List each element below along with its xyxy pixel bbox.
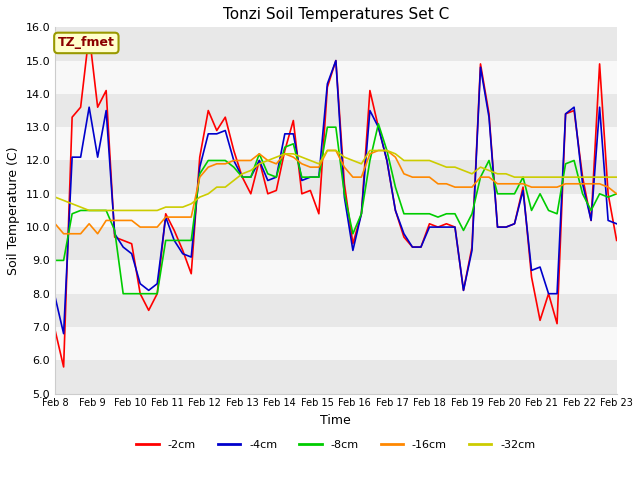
Title: Tonzi Soil Temperatures Set C: Tonzi Soil Temperatures Set C	[223, 7, 449, 22]
Y-axis label: Soil Temperature (C): Soil Temperature (C)	[7, 146, 20, 275]
Bar	[55, 60, 616, 94]
Bar	[55, 260, 616, 294]
Bar	[55, 294, 616, 327]
Bar	[55, 94, 616, 127]
Text: TZ_fmet: TZ_fmet	[58, 36, 115, 49]
Bar	[55, 127, 616, 160]
Bar	[55, 327, 616, 360]
Bar	[55, 360, 616, 394]
Bar	[55, 194, 616, 227]
Bar	[55, 227, 616, 260]
Bar	[55, 27, 616, 60]
Bar	[55, 160, 616, 194]
Legend: -2cm, -4cm, -8cm, -16cm, -32cm: -2cm, -4cm, -8cm, -16cm, -32cm	[132, 435, 540, 454]
X-axis label: Time: Time	[321, 414, 351, 427]
